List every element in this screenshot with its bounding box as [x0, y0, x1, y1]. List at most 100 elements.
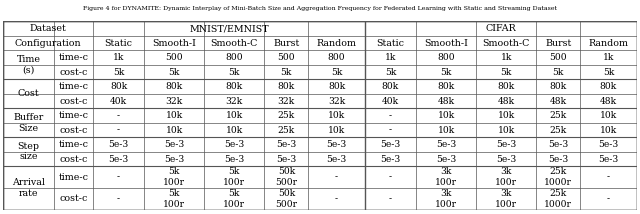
Text: 5e-3: 5e-3 [496, 140, 516, 149]
Text: 5e-3: 5e-3 [380, 155, 401, 163]
Text: cost-c: cost-c [60, 126, 88, 135]
Text: 5e-3: 5e-3 [598, 155, 619, 163]
Text: cost-c: cost-c [60, 194, 88, 203]
Text: 80k: 80k [437, 82, 454, 91]
Text: -: - [117, 173, 120, 182]
Text: 10k: 10k [497, 126, 515, 135]
Text: Burst: Burst [273, 39, 300, 48]
Text: time-c: time-c [59, 140, 88, 149]
Text: time-c: time-c [59, 53, 88, 62]
Text: 32k: 32k [226, 97, 243, 106]
Text: 10k: 10k [226, 126, 243, 135]
Text: 5k: 5k [281, 68, 292, 77]
Text: 500: 500 [165, 53, 183, 62]
Text: 80k: 80k [278, 82, 295, 91]
Text: Static: Static [104, 39, 132, 48]
Text: 25k
1000r: 25k 1000r [544, 167, 572, 187]
Text: 5e-3: 5e-3 [326, 155, 347, 163]
Text: Smooth-I: Smooth-I [152, 39, 196, 48]
Text: 10k: 10k [328, 126, 345, 135]
Text: 80k: 80k [600, 82, 617, 91]
Text: 48k: 48k [600, 97, 617, 106]
Text: 80k: 80k [382, 82, 399, 91]
Text: 5e-3: 5e-3 [598, 140, 619, 149]
Text: -: - [117, 126, 120, 135]
Text: 10k: 10k [600, 126, 617, 135]
Text: 5k: 5k [331, 68, 342, 77]
Text: cost-c: cost-c [60, 68, 88, 77]
Text: CIFAR: CIFAR [486, 24, 516, 33]
Text: 5e-3: 5e-3 [108, 140, 129, 149]
Text: 5e-3: 5e-3 [548, 155, 568, 163]
Text: 5k: 5k [440, 68, 452, 77]
Text: 80k: 80k [166, 82, 183, 91]
Text: 25k: 25k [550, 111, 567, 120]
Text: 5k
100r: 5k 100r [163, 189, 185, 209]
Text: cost-c: cost-c [60, 155, 88, 163]
Text: -: - [389, 173, 392, 182]
Text: Smooth-C: Smooth-C [211, 39, 258, 48]
Text: 25k
1000r: 25k 1000r [544, 189, 572, 209]
Text: Figure 4 for DYNAMITE: Dynamic Interplay of Mini-Batch Size and Aggregation Freq: Figure 4 for DYNAMITE: Dynamic Interplay… [83, 6, 557, 11]
Text: 10k: 10k [328, 111, 345, 120]
Text: Burst: Burst [545, 39, 572, 48]
Text: 3k
100r: 3k 100r [495, 167, 517, 187]
Text: 32k: 32k [328, 97, 345, 106]
Text: 500: 500 [278, 53, 295, 62]
Text: 40k: 40k [382, 97, 399, 106]
Text: 5k: 5k [552, 68, 564, 77]
Text: 10k: 10k [600, 111, 617, 120]
Text: 3k
100r: 3k 100r [495, 189, 517, 209]
Text: 1k: 1k [113, 53, 124, 62]
Text: 10k: 10k [437, 126, 454, 135]
Text: 5e-3: 5e-3 [326, 140, 347, 149]
Text: Time
(s): Time (s) [17, 55, 41, 74]
Text: Arrival
rate: Arrival rate [12, 178, 45, 198]
Text: 5k
100r: 5k 100r [163, 167, 185, 187]
Text: 5k: 5k [113, 68, 124, 77]
Text: 25k: 25k [550, 126, 567, 135]
Text: 48k: 48k [498, 97, 515, 106]
Text: MNIST/EMNIST: MNIST/EMNIST [189, 24, 269, 33]
Text: 1k: 1k [500, 53, 512, 62]
Text: 48k: 48k [550, 97, 567, 106]
Text: Dataset: Dataset [30, 24, 67, 33]
Text: 1k: 1k [385, 53, 396, 62]
Text: time-c: time-c [59, 111, 88, 120]
Text: 500: 500 [549, 53, 567, 62]
Text: -: - [335, 194, 338, 203]
Text: Static: Static [376, 39, 404, 48]
Text: 10k: 10k [497, 111, 515, 120]
Text: 5e-3: 5e-3 [436, 155, 456, 163]
Text: 5e-3: 5e-3 [380, 140, 401, 149]
Text: 10k: 10k [166, 111, 183, 120]
Text: Smooth-I: Smooth-I [424, 39, 468, 48]
Text: -: - [607, 194, 610, 203]
Text: 5k: 5k [603, 68, 614, 77]
Text: 80k: 80k [226, 82, 243, 91]
Text: 5e-3: 5e-3 [164, 140, 184, 149]
Text: 800: 800 [437, 53, 455, 62]
Text: cost-c: cost-c [60, 97, 88, 106]
Text: 80k: 80k [110, 82, 127, 91]
Text: Smooth-C: Smooth-C [483, 39, 530, 48]
Text: -: - [389, 126, 392, 135]
Text: 10k: 10k [226, 111, 243, 120]
Text: 32k: 32k [278, 97, 295, 106]
Text: Step
size: Step size [18, 142, 40, 162]
Text: Random: Random [317, 39, 356, 48]
Text: 5k
100r: 5k 100r [223, 189, 245, 209]
Text: 3k
100r: 3k 100r [435, 167, 457, 187]
Text: 80k: 80k [328, 82, 345, 91]
Text: 10k: 10k [437, 111, 454, 120]
Text: -: - [335, 173, 338, 182]
Text: 50k
500r: 50k 500r [275, 189, 298, 209]
Text: 48k: 48k [438, 97, 454, 106]
Text: Configuration: Configuration [15, 39, 81, 48]
Text: 5e-3: 5e-3 [496, 155, 516, 163]
Text: 5k: 5k [168, 68, 180, 77]
Text: Random: Random [589, 39, 628, 48]
Text: 5k: 5k [500, 68, 512, 77]
Text: 5e-3: 5e-3 [276, 140, 296, 149]
Text: 5e-3: 5e-3 [436, 140, 456, 149]
